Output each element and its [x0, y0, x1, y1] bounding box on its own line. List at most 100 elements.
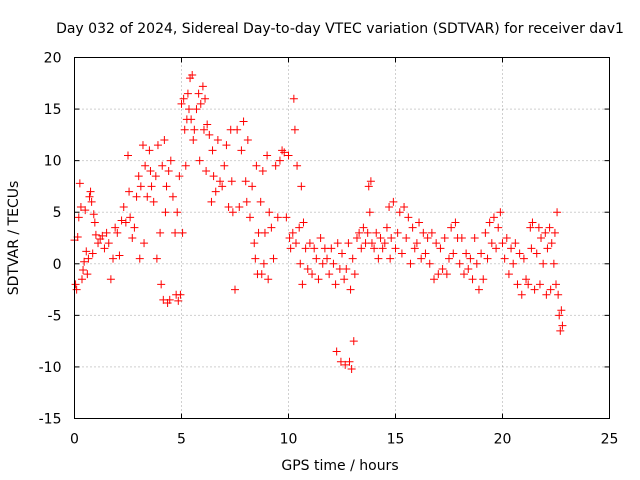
data-point	[528, 218, 537, 227]
data-point	[263, 151, 272, 160]
data-point	[535, 280, 544, 289]
data-point	[338, 249, 346, 258]
data-point	[209, 172, 218, 181]
data-point	[366, 177, 375, 186]
data-point	[288, 228, 297, 237]
data-point	[557, 306, 566, 315]
data-point	[382, 223, 391, 232]
data-point	[104, 239, 113, 248]
y-tick-label: -15	[39, 412, 62, 428]
data-point	[333, 239, 342, 248]
data-point	[138, 141, 147, 150]
data-point	[134, 172, 143, 181]
data-point	[85, 192, 94, 201]
data-point	[89, 210, 98, 219]
data-point	[113, 228, 122, 237]
data-point	[387, 234, 396, 242]
data-point	[231, 285, 239, 294]
data-point	[504, 270, 513, 279]
data-point	[436, 244, 445, 253]
data-point	[547, 239, 556, 248]
data-point	[445, 254, 453, 263]
data-point	[273, 213, 282, 222]
data-point	[187, 115, 196, 124]
data-point	[128, 234, 137, 242]
data-point	[178, 228, 187, 237]
data-point	[220, 161, 229, 170]
data-point	[374, 254, 383, 263]
data-point	[177, 99, 186, 108]
data-point	[522, 275, 531, 284]
data-point	[310, 244, 319, 253]
data-point	[349, 337, 358, 346]
data-point	[370, 244, 379, 253]
data-point	[511, 239, 520, 248]
data-point	[153, 141, 162, 150]
data-point	[470, 234, 479, 242]
data-point	[323, 254, 332, 263]
data-point	[222, 141, 231, 150]
data-point	[90, 218, 99, 227]
data-point	[275, 156, 284, 165]
data-point	[481, 228, 490, 237]
data-point	[190, 125, 199, 134]
data-point	[235, 203, 244, 212]
y-axis-label: SDTVAR / TECUs	[6, 181, 22, 296]
data-point	[434, 270, 443, 279]
data-point	[194, 89, 203, 98]
data-point	[489, 213, 498, 222]
data-point	[308, 270, 317, 279]
data-point	[293, 161, 302, 170]
data-point	[109, 254, 118, 263]
data-point	[84, 254, 93, 263]
data-point	[239, 117, 248, 126]
data-point	[143, 192, 152, 201]
data-point	[408, 223, 417, 232]
data-point	[389, 197, 398, 206]
data-point	[336, 357, 345, 366]
data-point	[344, 239, 353, 248]
data-point	[265, 208, 274, 217]
data-point	[303, 264, 312, 273]
data-point	[376, 234, 385, 242]
data-point	[211, 187, 220, 196]
data-point	[157, 280, 166, 289]
x-tick-label: 20	[494, 432, 512, 448]
data-point	[141, 161, 150, 170]
data-point	[296, 259, 305, 268]
data-point	[173, 208, 182, 217]
data-point	[267, 223, 276, 232]
data-point	[213, 136, 222, 145]
data-point	[530, 285, 539, 294]
data-point	[74, 213, 83, 222]
data-point	[77, 275, 86, 284]
data-point	[526, 223, 535, 232]
data-point	[256, 197, 265, 206]
data-point	[380, 239, 389, 248]
data-point	[524, 280, 533, 289]
data-point	[295, 223, 304, 232]
data-point	[100, 244, 109, 253]
data-point	[174, 296, 183, 305]
data-point	[183, 89, 192, 98]
data-point	[76, 203, 85, 212]
data-point	[532, 249, 541, 258]
data-point	[553, 208, 562, 217]
data-point	[176, 290, 185, 299]
data-point	[415, 218, 424, 227]
data-point	[227, 177, 236, 186]
data-point	[160, 136, 169, 145]
data-point	[250, 239, 259, 248]
data-point	[71, 280, 80, 289]
data-point	[357, 244, 366, 253]
data-point	[546, 285, 555, 294]
data-point	[502, 234, 511, 242]
data-point	[147, 182, 156, 191]
data-point	[552, 280, 560, 289]
data-point	[457, 234, 466, 242]
data-point	[517, 290, 526, 299]
data-point	[252, 161, 261, 170]
data-point	[117, 216, 126, 225]
data-point	[196, 99, 205, 108]
